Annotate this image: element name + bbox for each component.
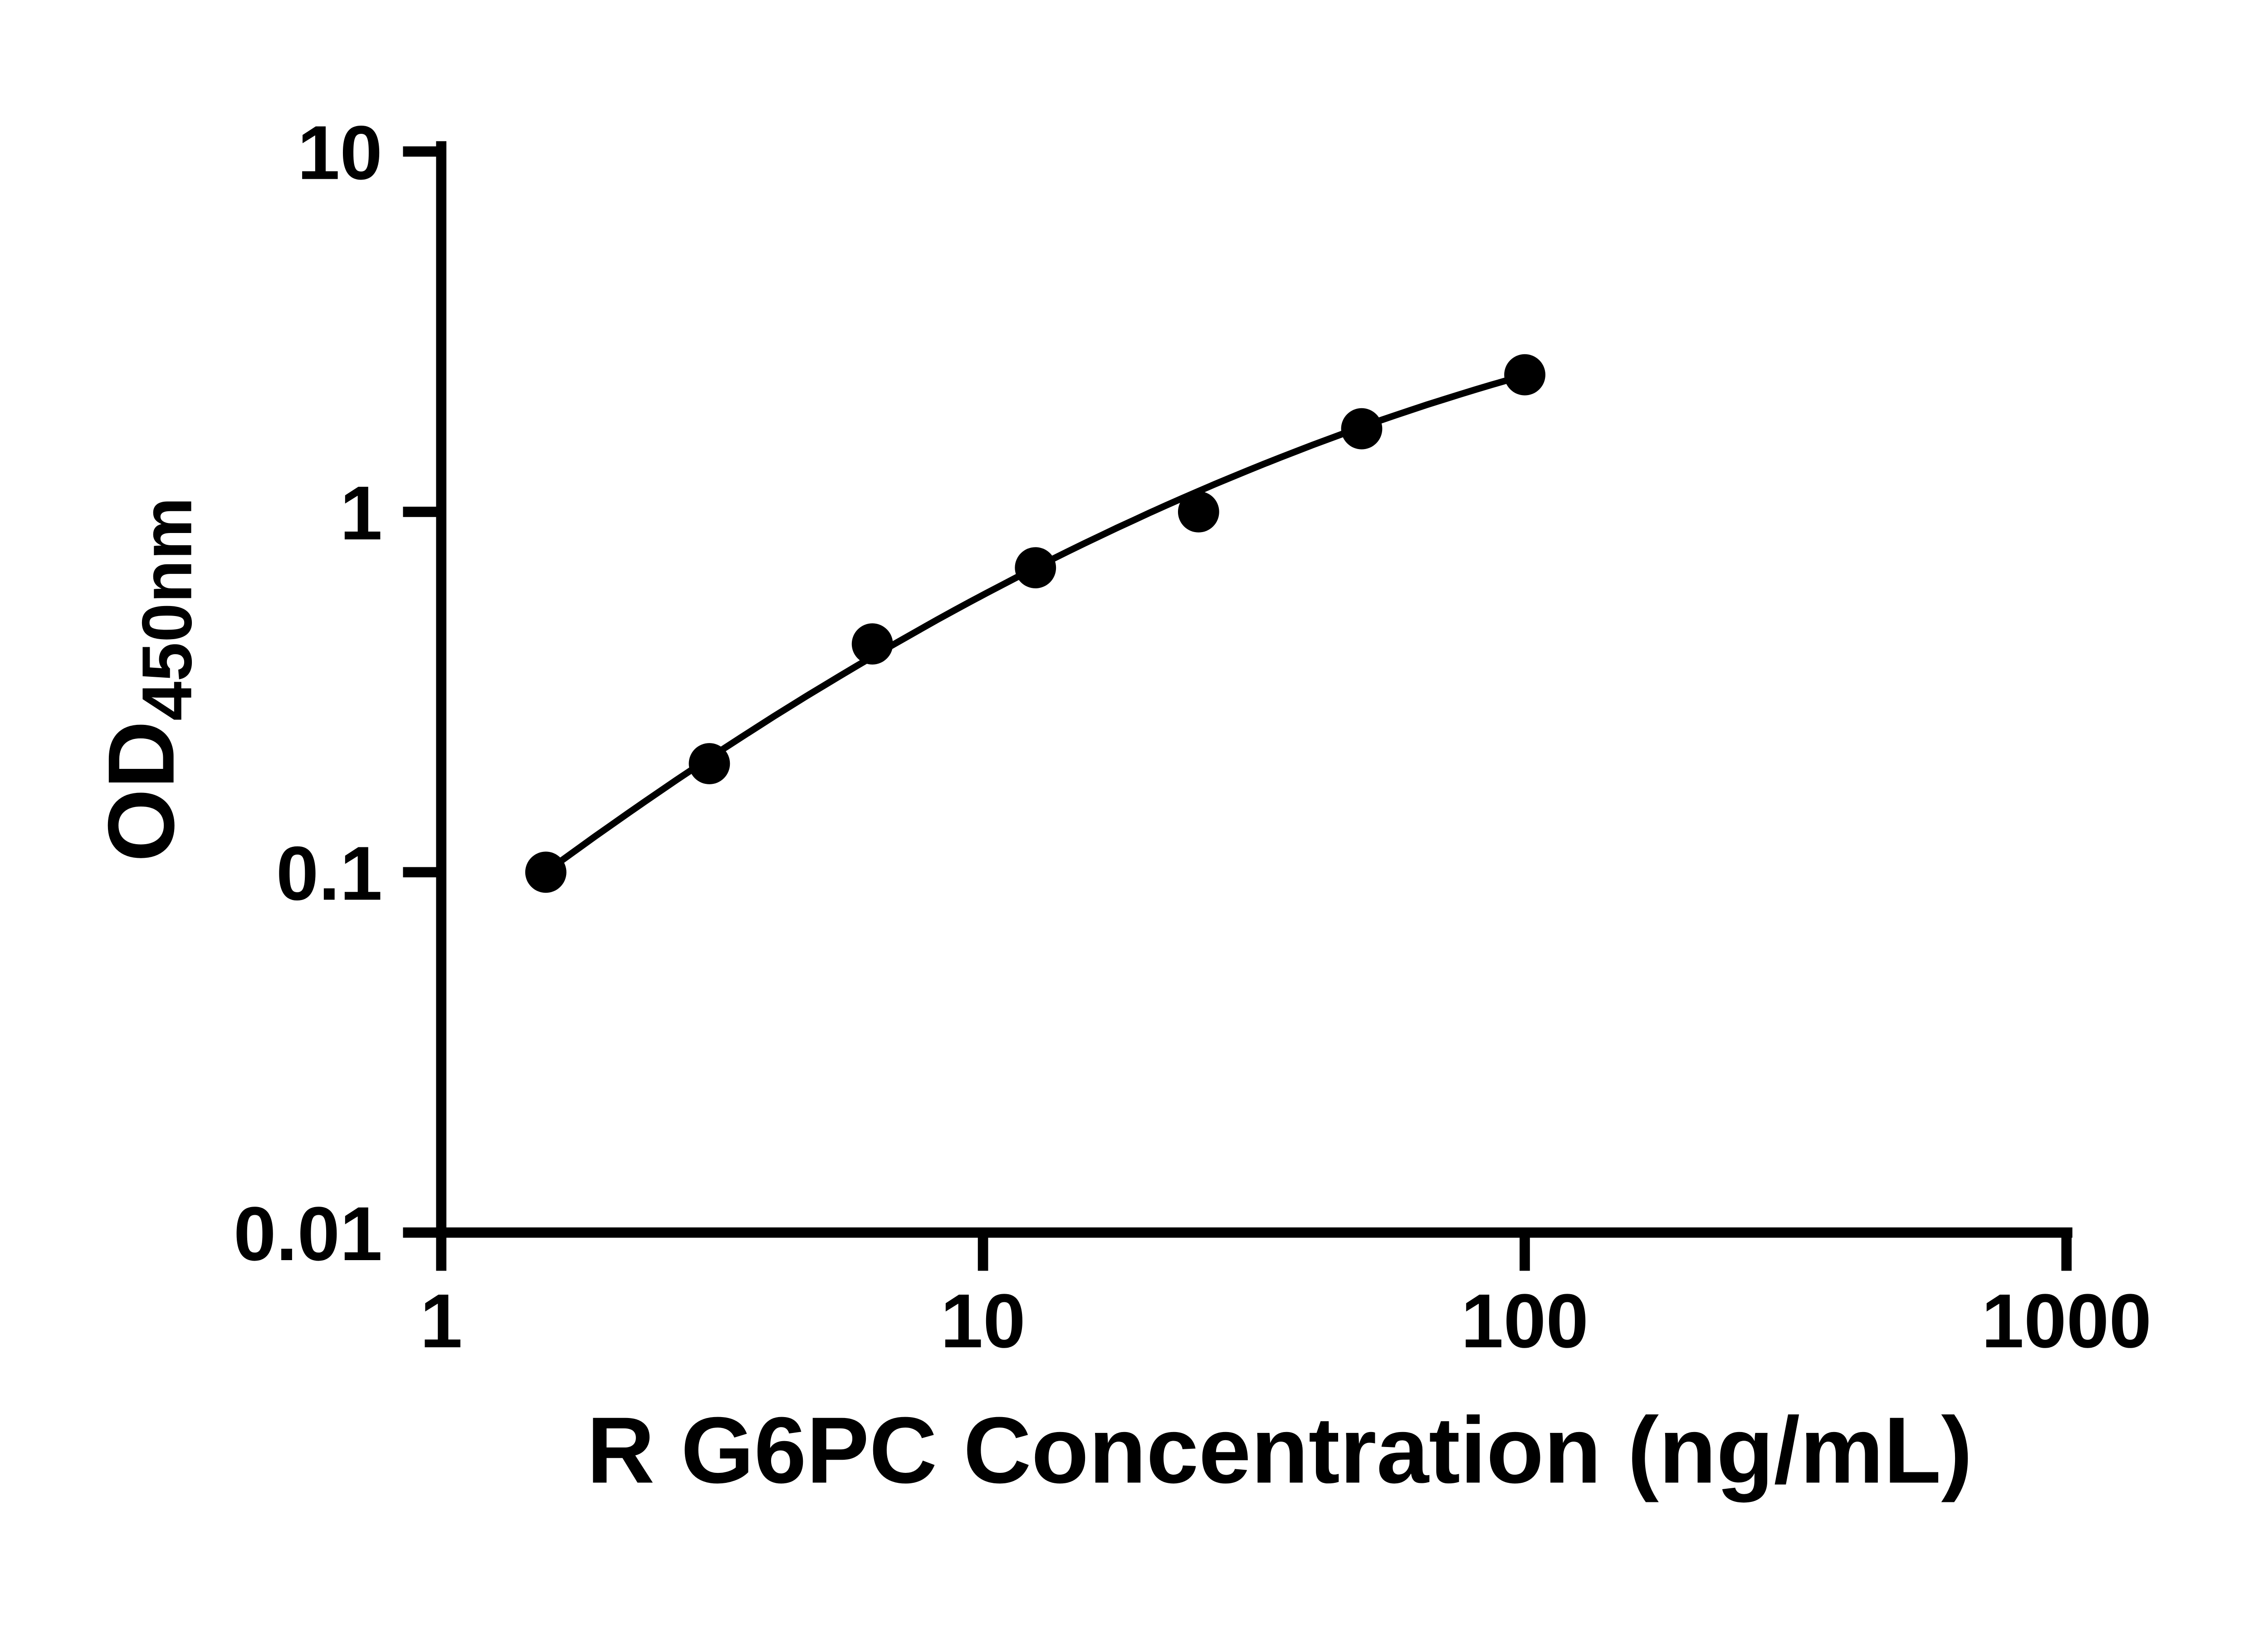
data-point bbox=[1178, 491, 1219, 533]
x-tick-label: 1 bbox=[420, 1278, 463, 1364]
y-axis-title: OD450nm bbox=[88, 497, 206, 862]
y-axis-title-subscript: 450nm bbox=[127, 497, 206, 721]
data-point bbox=[689, 743, 730, 784]
axes-layer bbox=[403, 141, 2072, 1271]
y-tick-label: 0.01 bbox=[234, 1191, 382, 1276]
y-tick-label: 10 bbox=[298, 110, 383, 196]
y-tick-label: 0.1 bbox=[276, 831, 382, 916]
y-tick-label: 1 bbox=[340, 470, 382, 556]
data-point bbox=[851, 623, 893, 665]
y-axis-title-main: OD bbox=[88, 721, 194, 862]
tick-label-layer: 10 1 0.1 0.01 1 10 100 1000 bbox=[234, 110, 2151, 1364]
data-point bbox=[525, 851, 567, 893]
elisa-standard-curve-chart: 10 1 0.1 0.01 1 10 100 1000 R G6PC Concentratio… bbox=[88, 109, 2152, 1503]
data-point bbox=[1504, 354, 1545, 396]
plot-layer bbox=[525, 354, 1545, 893]
x-tick-label: 1000 bbox=[1981, 1278, 2151, 1364]
fit-curve bbox=[543, 372, 1528, 876]
elisa-standard-curve-figure: 10 1 0.1 0.01 1 10 100 1000 R G6PC Concentratio… bbox=[88, 109, 2152, 1503]
data-point bbox=[1341, 408, 1383, 450]
x-tick-label: 100 bbox=[1461, 1278, 1589, 1364]
data-point bbox=[1015, 547, 1056, 589]
x-tick-label: 10 bbox=[940, 1278, 1026, 1364]
x-axis-title: R G6PC Concentration (ng/mL) bbox=[587, 1397, 1972, 1502]
